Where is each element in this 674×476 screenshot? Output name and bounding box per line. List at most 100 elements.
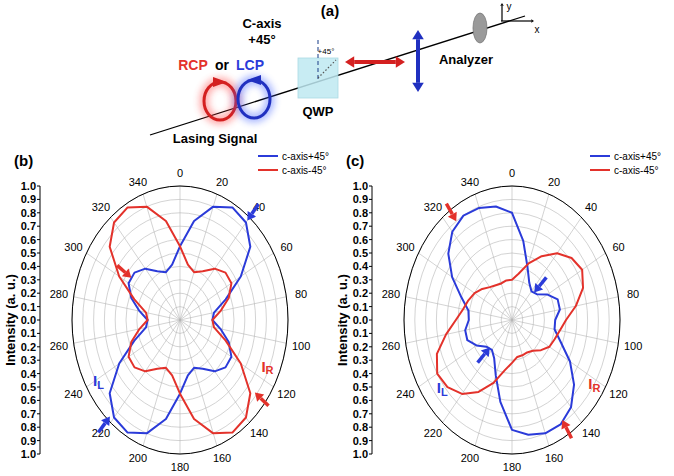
radial-tick xyxy=(369,226,372,227)
angular-grid xyxy=(418,253,512,320)
angular-grid xyxy=(512,297,618,320)
annotation-label: IL xyxy=(437,379,448,398)
annotation-arrow-shaft xyxy=(98,423,105,432)
angle-tick-label: 260 xyxy=(50,340,68,352)
c-axis-angle-label: +45° xyxy=(248,32,275,47)
radial-tick xyxy=(369,360,372,361)
radial-grid xyxy=(404,186,620,454)
annotation-label: IR xyxy=(588,375,600,394)
analyzer-pol-up-head xyxy=(412,30,424,39)
radial-tick-label: 0.7 xyxy=(21,220,36,232)
radial-tick-label: 0.0 xyxy=(353,314,368,326)
radial-tick xyxy=(37,306,40,307)
angle-tick-label: 80 xyxy=(295,288,307,300)
radial-tick xyxy=(369,333,372,334)
legend-swatch xyxy=(258,155,278,157)
annotation-arrow-head xyxy=(101,417,110,426)
radial-tick xyxy=(37,253,40,254)
angle-tick-label: 160 xyxy=(213,452,231,464)
legend-swatch xyxy=(258,169,278,171)
angle-tick-label: 340 xyxy=(461,176,479,188)
radial-tick-label: 0.8 xyxy=(353,421,368,433)
angle-tick-label: 80 xyxy=(627,288,639,300)
series-line xyxy=(448,207,574,435)
radial-tick xyxy=(37,346,40,347)
legend-swatch xyxy=(590,169,610,171)
annotation-subscript: R xyxy=(593,382,601,394)
analyzer-pol-down-head xyxy=(412,83,424,92)
radial-tick xyxy=(37,226,40,227)
radial-tick xyxy=(37,454,40,455)
legend-label: c-axis+45° xyxy=(282,151,329,162)
radial-tick xyxy=(369,440,372,441)
qwp-label: QWP xyxy=(302,104,333,119)
panel-label: (b) xyxy=(14,152,33,169)
radial-tick-label: 0.4 xyxy=(353,368,369,380)
radial-tick-label: 0.2 xyxy=(21,341,36,353)
legend-label: c-axis-45° xyxy=(614,165,659,176)
radial-tick xyxy=(37,440,40,441)
radial-axis-title: Intensity (a. u.) xyxy=(335,274,350,366)
radial-tick xyxy=(37,400,40,401)
radial-tick xyxy=(369,293,372,294)
angle-tick-label: 340 xyxy=(129,176,147,188)
radial-tick-label: 0.6 xyxy=(21,394,36,406)
radial-tick xyxy=(369,212,372,213)
angular-grid xyxy=(512,186,513,320)
angle-tick-label: 140 xyxy=(250,427,268,439)
angular-grid xyxy=(180,320,181,454)
angular-grid xyxy=(475,194,512,320)
annotation-arrow-head xyxy=(448,212,457,222)
radial-tick xyxy=(369,279,372,280)
angle-tick-label: 240 xyxy=(64,388,82,400)
analyzer-label: Analyzer xyxy=(439,52,493,67)
radial-tick xyxy=(369,253,372,254)
radial-tick-label: 0.9 xyxy=(353,435,368,447)
angle-tick-label: 220 xyxy=(424,427,442,439)
rcp-arrowhead xyxy=(213,77,227,87)
lcp-circle xyxy=(238,80,270,118)
annotation-arrow-shaft xyxy=(478,354,485,363)
angle-tick-label: 320 xyxy=(424,201,442,213)
radial-tick-label: 0.4 xyxy=(21,260,37,272)
radial-tick-label: 0.6 xyxy=(353,234,368,246)
radial-tick xyxy=(37,266,40,267)
angle-tick-label: 180 xyxy=(503,461,521,473)
radial-tick xyxy=(37,387,40,388)
rcp-circle xyxy=(204,82,236,120)
radial-tick xyxy=(369,373,372,374)
angular-grid xyxy=(86,253,180,320)
radial-tick-label: 0.4 xyxy=(21,368,37,380)
angular-grid xyxy=(180,297,286,320)
radial-tick-label: 0.4 xyxy=(353,260,369,272)
annotation-arrow-shaft xyxy=(446,204,452,215)
linear-pol-glow xyxy=(345,56,405,68)
radial-tick xyxy=(37,239,40,240)
angle-tick-label: 300 xyxy=(396,241,414,253)
angle-tick-label: 280 xyxy=(50,288,68,300)
radial-tick xyxy=(369,306,372,307)
qwp-angle-label: +45° xyxy=(318,47,335,56)
radial-tick-label: 0.2 xyxy=(353,341,368,353)
angle-tick-label: 140 xyxy=(582,427,600,439)
linear-pol-right-shaft xyxy=(375,60,396,64)
annotation-arrow-shaft xyxy=(566,427,572,438)
angle-tick-label: 60 xyxy=(612,241,624,253)
annotation-subscript: R xyxy=(266,364,274,376)
angle-tick-label: 300 xyxy=(64,241,82,253)
polar-chart: 0204060801001201401601802002202402602803… xyxy=(335,151,662,474)
qwp-c-axis xyxy=(317,40,318,80)
radial-tick-label: 0.1 xyxy=(353,301,368,313)
radial-tick xyxy=(37,373,40,374)
radial-tick-label: 0.3 xyxy=(353,274,368,286)
rcp-label: RCP xyxy=(178,57,208,73)
radial-tick xyxy=(37,320,40,321)
radial-tick-label: 0.5 xyxy=(353,381,368,393)
qwp-diagonal xyxy=(318,60,336,78)
angular-grid xyxy=(74,320,180,343)
angle-tick-label: 240 xyxy=(396,388,414,400)
y-axis-arrow-head xyxy=(500,3,503,6)
angle-tick-label: 0 xyxy=(177,167,183,179)
annotation-arrow-shaft xyxy=(252,204,259,214)
radial-tick-label: 0.3 xyxy=(21,354,36,366)
